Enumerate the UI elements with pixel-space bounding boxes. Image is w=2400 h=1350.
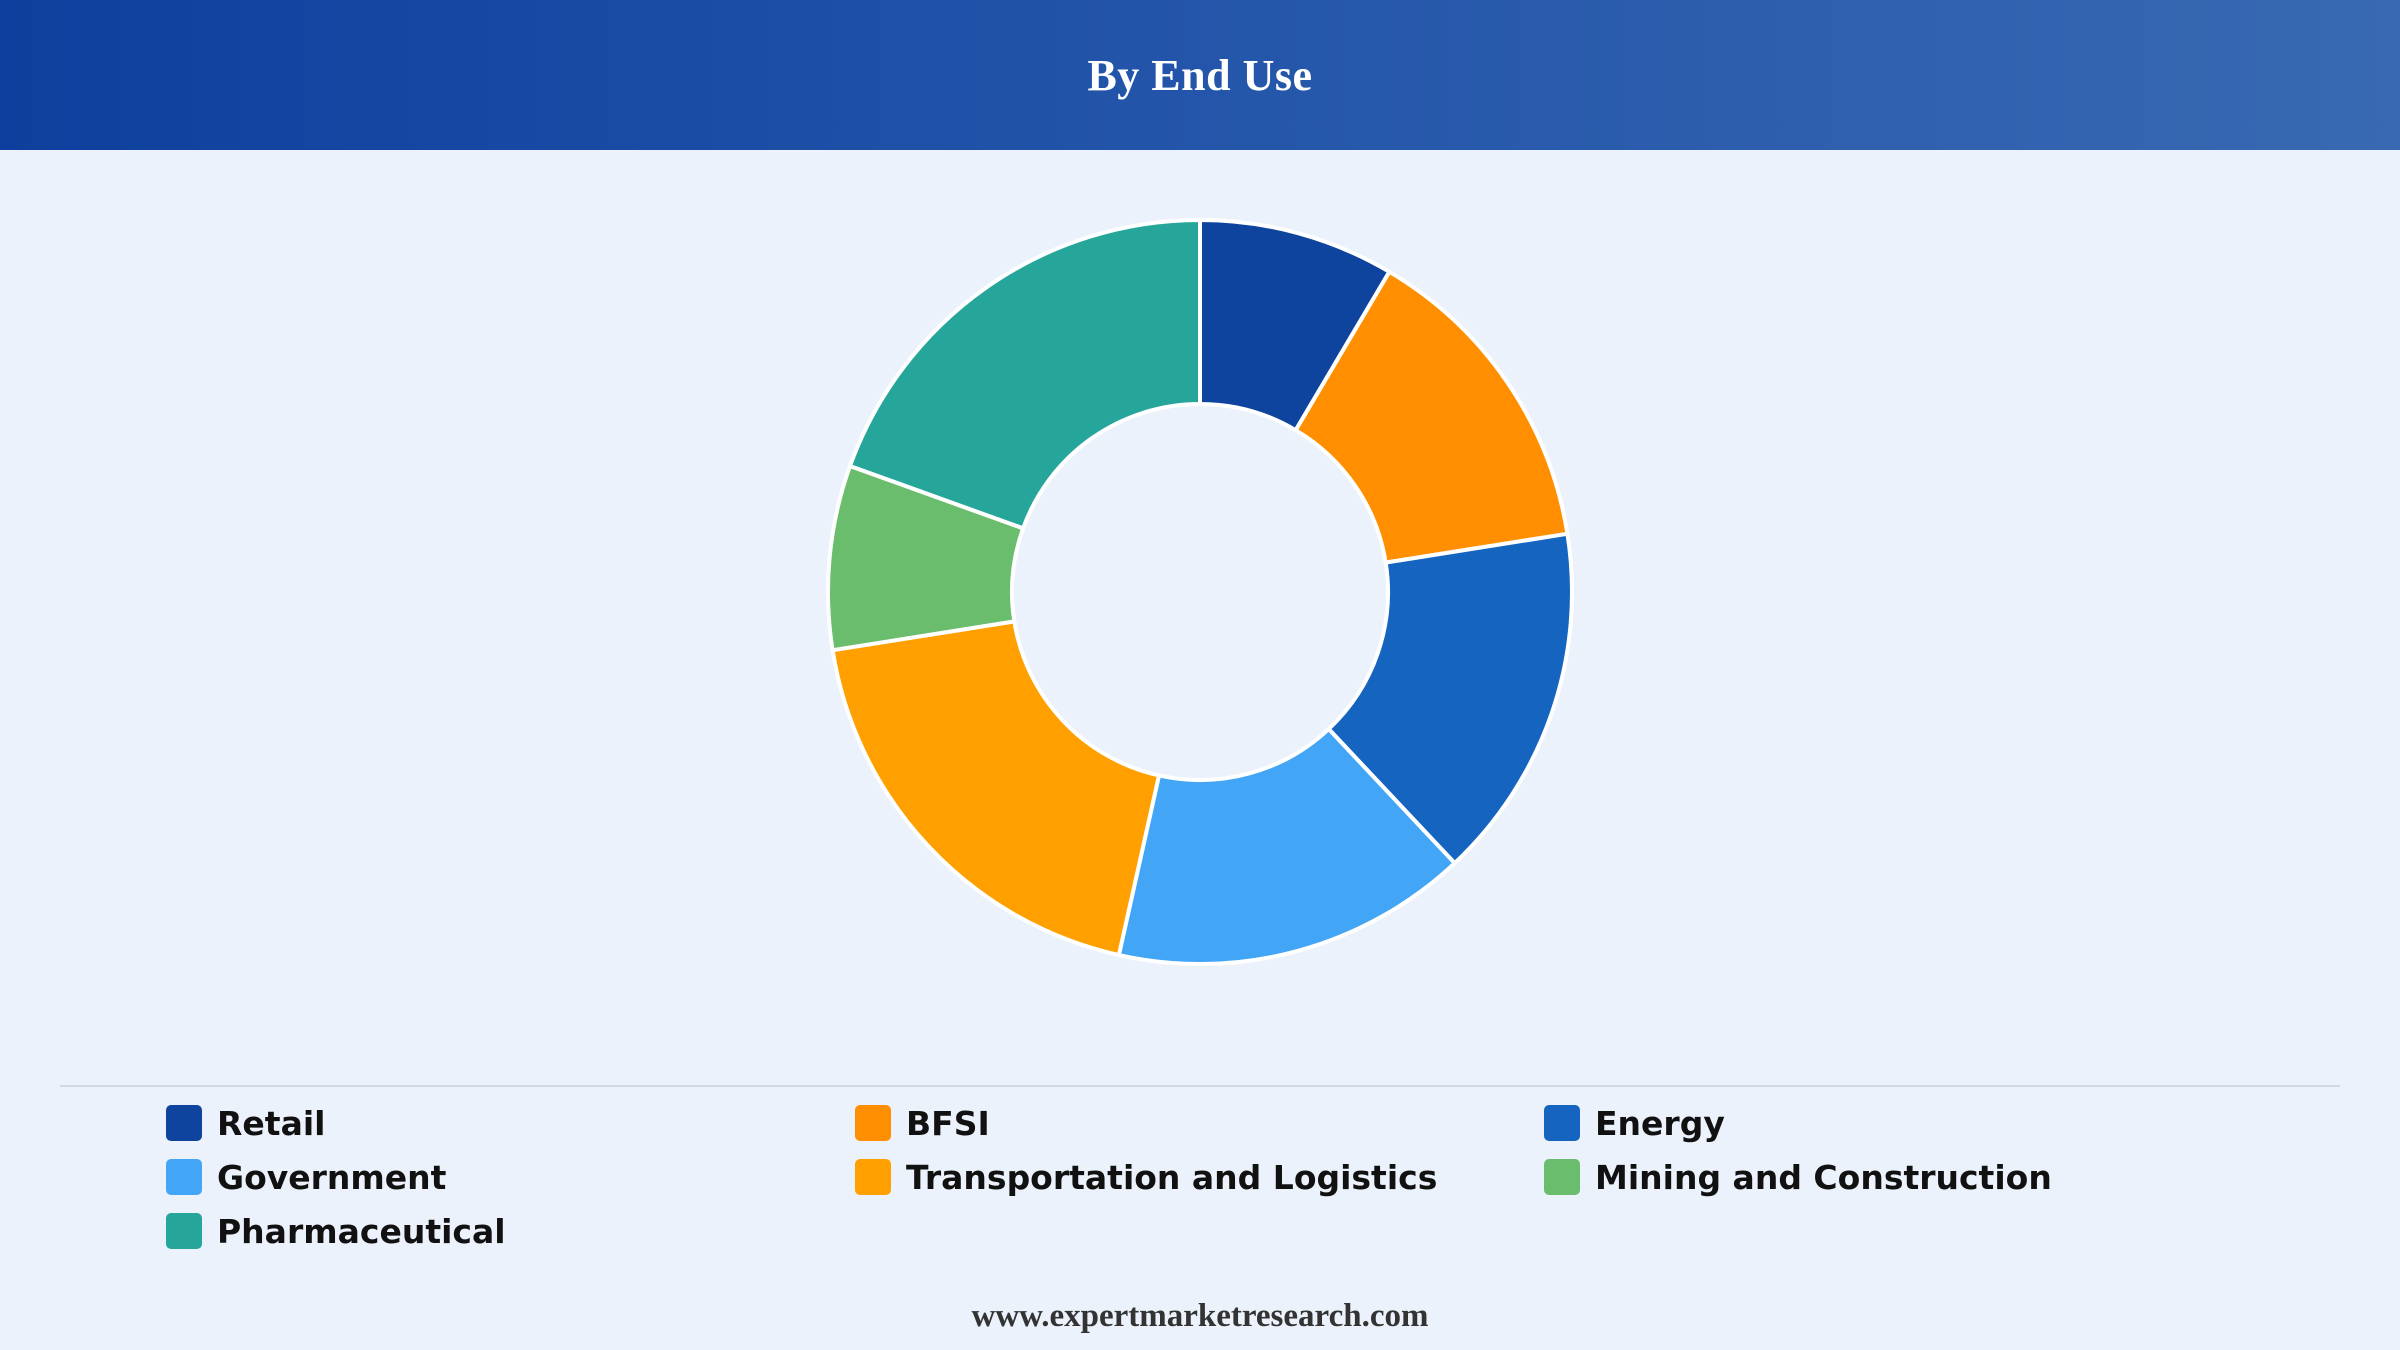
legend-item-mining-and-construction: Mining and Construction [1544,1150,2233,1204]
legend-swatch [166,1213,202,1249]
legend-item-transportation-and-logistics: Transportation and Logistics [855,1150,1544,1204]
legend-label: Retail [217,1103,326,1143]
legend-item-pharmaceutical: Pharmaceutical [166,1204,855,1258]
donut-slice-energy [1326,531,1574,866]
donut-slice-government [1116,727,1457,966]
donut-slice-transportation-and-logistics [830,619,1161,958]
legend-swatch [855,1105,891,1141]
chart-area [0,150,2400,1080]
donut-slice-pharmaceutical [847,218,1202,531]
header-banner: By End Use [0,0,2400,150]
legend-swatch [166,1159,202,1195]
legend-swatch [166,1105,202,1141]
legend-label: Mining and Construction [1595,1157,2052,1197]
legend-swatch [1544,1105,1580,1141]
legend-swatch [855,1159,891,1195]
legend-divider [60,1085,2340,1087]
legend-label: BFSI [906,1103,990,1143]
legend-item-retail: Retail [166,1096,855,1150]
donut-slice-bfsi [1293,269,1570,565]
footer-url: www.expertmarketresearch.com [971,1298,1429,1334]
legend-label: Pharmaceutical [217,1211,506,1251]
legend-item-government: Government [166,1150,855,1204]
legend-label: Transportation and Logistics [906,1157,1438,1197]
legend-item-bfsi: BFSI [855,1096,1544,1150]
legend-label: Energy [1595,1103,1725,1143]
legend-item-energy: Energy [1544,1096,2233,1150]
legend-label: Government [217,1157,447,1197]
chart-title: By End Use [1087,50,1313,100]
chart-legend: Retail BFSI Energy Government Transportation… [166,1096,2266,1258]
legend-swatch [1544,1159,1580,1195]
donut-chart [826,218,1574,966]
